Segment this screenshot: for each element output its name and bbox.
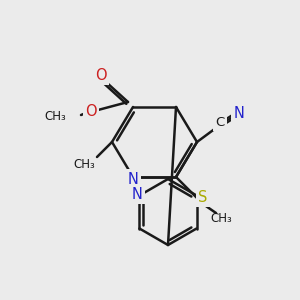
Text: O: O <box>95 68 107 82</box>
Text: S: S <box>198 190 208 205</box>
Text: N: N <box>234 106 244 121</box>
Text: N: N <box>128 172 138 187</box>
Text: CH₃: CH₃ <box>44 110 66 122</box>
Text: O: O <box>85 103 97 118</box>
Text: CH₃: CH₃ <box>210 212 232 224</box>
Text: O: O <box>95 68 107 82</box>
Text: N: N <box>128 172 138 187</box>
Text: N: N <box>132 187 143 202</box>
Text: H: H <box>130 183 138 193</box>
Text: CH₃: CH₃ <box>73 158 95 170</box>
Text: N: N <box>132 187 143 202</box>
Text: S: S <box>198 190 208 205</box>
Text: C: C <box>215 116 225 130</box>
Text: O: O <box>85 103 97 118</box>
Text: N: N <box>234 106 244 121</box>
Text: C: C <box>215 116 225 130</box>
